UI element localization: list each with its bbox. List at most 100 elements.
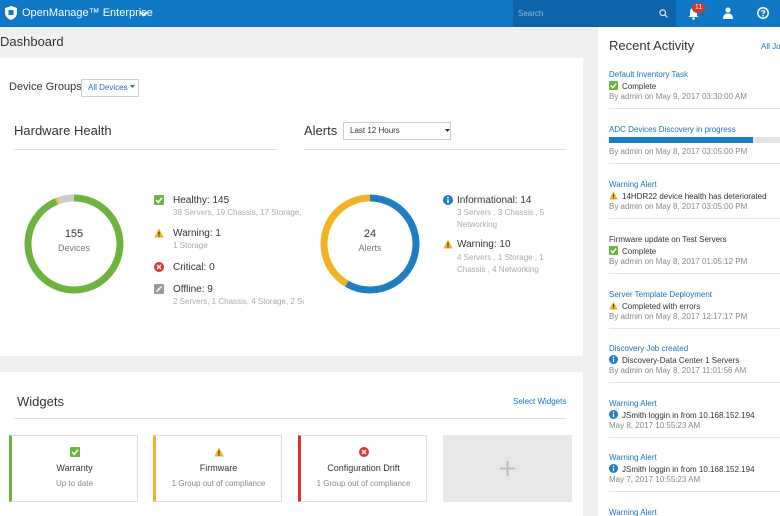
alerts-range-dropdown[interactable]: Last 12 Hours bbox=[343, 122, 451, 140]
divider bbox=[304, 149, 566, 150]
activity-item: Server Template Deployment Completed wit… bbox=[609, 290, 780, 340]
legend-label: Warning: 10 bbox=[457, 239, 511, 250]
status-icon bbox=[609, 410, 618, 419]
all-jobs-link[interactable]: All Jobs bbox=[761, 42, 780, 51]
widget-card[interactable]: Configuration Drift 1 Group out of compl… bbox=[298, 435, 427, 502]
product-name[interactable]: OpenManage™ Enterprise bbox=[22, 7, 153, 19]
activity-meta: By admin on May 8, 2017 11:01:56 AM bbox=[609, 366, 747, 375]
widget-card[interactable]: Warranty Up to date bbox=[9, 435, 138, 502]
legend-detail: 1 Storage bbox=[173, 241, 208, 250]
divider bbox=[14, 418, 566, 419]
activity-status: JSmith loggin in from 10.168.152.194 bbox=[609, 410, 755, 420]
status-icon bbox=[609, 301, 618, 310]
activity-title[interactable]: Discovery Job created bbox=[609, 344, 689, 353]
activity-title[interactable]: Warning Alert bbox=[609, 453, 657, 462]
status-text: 14HDR22 device health has deteriorated bbox=[622, 192, 767, 201]
legend-detail: 2 Servers, 1 Chassis, 4 Storage, 2 Swit bbox=[173, 297, 304, 306]
offline-icon bbox=[154, 284, 164, 294]
add-widget[interactable] bbox=[443, 435, 572, 502]
legend-label: Healthy: 145 bbox=[173, 195, 230, 206]
donut-segment bbox=[320, 194, 420, 294]
warning-icon bbox=[443, 239, 453, 249]
status-icon bbox=[359, 447, 369, 457]
widget-title: Warranty bbox=[56, 463, 93, 473]
separator bbox=[609, 108, 780, 109]
select-widgets-link[interactable]: Select Widgets bbox=[513, 397, 567, 406]
device-groups-label: Device Groups bbox=[9, 81, 82, 93]
widget-status: Up to date bbox=[56, 479, 93, 488]
widget-title: Configuration Drift bbox=[327, 463, 400, 473]
activity-item: ADC Devices Discovery in progress By adm… bbox=[609, 125, 780, 175]
help-icon[interactable] bbox=[757, 7, 769, 19]
legend-label: Critical: 0 bbox=[173, 262, 215, 273]
search-icon[interactable] bbox=[659, 9, 668, 18]
device-groups-selected: All Devices bbox=[88, 83, 128, 92]
progress-fill bbox=[609, 137, 753, 143]
activity-status: Completed with errors bbox=[609, 301, 700, 311]
activity-title[interactable]: Warning Alert bbox=[609, 399, 657, 408]
activity-item: Warning Alert JSmith loggin in from 10.1… bbox=[609, 453, 780, 503]
activity-status: JSmith loggin in from 10.168.152.194 bbox=[609, 464, 755, 474]
user-icon[interactable] bbox=[723, 7, 733, 19]
recent-activity-title: Recent Activity bbox=[609, 38, 695, 53]
dropdown-caret bbox=[445, 129, 450, 132]
status-text: Complete bbox=[622, 247, 657, 256]
activity-meta: May 8, 2017 10:55:23 AM bbox=[609, 421, 701, 430]
search-box[interactable]: Search bbox=[513, 0, 676, 27]
separator bbox=[609, 163, 780, 164]
activity-meta: May 7, 2017 10:55:23 AM bbox=[609, 475, 701, 484]
activity-meta: By admin on May 8, 2017 01:05:12 PM bbox=[609, 257, 748, 266]
activity-title[interactable]: Server Template Deployment bbox=[609, 290, 713, 299]
status-text: Discovery-Data Center 1 Servers bbox=[622, 356, 740, 365]
alerts-total: 24 bbox=[363, 228, 377, 240]
alerts-total-unit: Alerts bbox=[358, 243, 382, 253]
device-total-unit: Devices bbox=[57, 243, 90, 253]
alerts-title: Alerts bbox=[304, 123, 338, 138]
device-groups-dropdown[interactable]: All Devices bbox=[81, 79, 139, 97]
status-text: Complete bbox=[622, 82, 657, 91]
activity-title[interactable]: ADC Devices Discovery in progress bbox=[609, 125, 736, 134]
legend-detail: 4 Servers , 1 Storage , 1 Chassis , 4 Ne… bbox=[457, 253, 544, 274]
status-text: Completed with errors bbox=[622, 302, 701, 311]
separator bbox=[609, 491, 780, 492]
activity-item: Discovery Job created Discovery-Data Cen… bbox=[609, 344, 780, 394]
status-icon bbox=[609, 246, 618, 255]
legend-label: Warning: 1 bbox=[173, 228, 221, 239]
activity-item: Warning Alert bbox=[609, 508, 780, 516]
status-icon bbox=[214, 447, 224, 457]
status-icon bbox=[609, 191, 618, 200]
search-placeholder: Search bbox=[518, 9, 544, 18]
activity-title[interactable]: Warning Alert bbox=[609, 508, 657, 516]
separator bbox=[609, 382, 780, 383]
activity-item: Warning Alert JSmith loggin in from 10.1… bbox=[609, 399, 780, 449]
activity-title[interactable]: Default Inventory Task bbox=[609, 70, 689, 79]
logo[interactable] bbox=[5, 6, 17, 20]
widgets-title: Widgets bbox=[17, 394, 64, 409]
device-total: 155 bbox=[64, 228, 84, 240]
activity-status: Complete bbox=[609, 246, 656, 256]
legend-detail: 38 Servers, 19 Chassis, 17 Storage, 42 bbox=[173, 208, 303, 217]
separator bbox=[609, 273, 780, 274]
info-icon bbox=[443, 195, 453, 205]
widget-card[interactable]: Firmware 1 Group out of compliance bbox=[153, 435, 282, 502]
legend-label: Offline: 9 bbox=[173, 284, 213, 295]
activity-title[interactable]: Warning Alert bbox=[609, 180, 657, 189]
activity-title[interactable]: Firmware update on Test Servers bbox=[609, 235, 727, 244]
separator bbox=[609, 328, 780, 329]
activity-item: Warning Alert 14HDR22 device health has … bbox=[609, 180, 780, 230]
activity-status: 14HDR22 device health has deteriorated bbox=[609, 191, 767, 201]
progress-track bbox=[609, 137, 780, 143]
page-title: Dashboard bbox=[0, 34, 64, 49]
status-text: JSmith loggin in from 10.168.152.194 bbox=[622, 411, 755, 420]
top-bar: OpenManage™ Enterprise Search 11 bbox=[0, 0, 780, 27]
activity-meta: By admin on May 9, 2017 03:30:00 AM bbox=[609, 92, 747, 101]
separator bbox=[609, 437, 780, 438]
activity-status: Discovery-Data Center 1 Servers bbox=[609, 355, 739, 365]
legend-label: Informational: 14 bbox=[457, 195, 532, 206]
device-health-donut bbox=[24, 194, 124, 294]
activity-meta: By admin on May 8, 2017 03:05:00 PM bbox=[609, 202, 748, 211]
widget-title: Firmware bbox=[199, 463, 238, 473]
warning-icon bbox=[154, 228, 164, 238]
product-menu-chevron[interactable] bbox=[139, 11, 148, 17]
